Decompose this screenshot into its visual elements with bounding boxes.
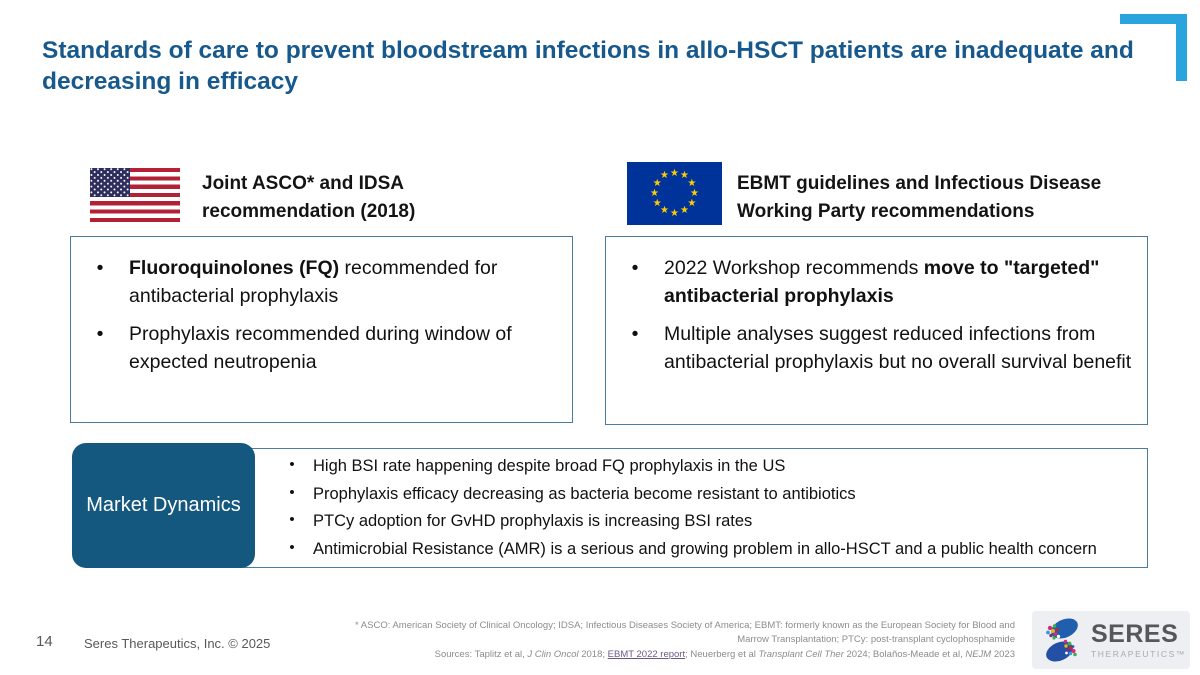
journal-name: J Clin Oncol bbox=[527, 648, 579, 660]
sources-prefix: Sources: Taplitz et al, bbox=[434, 648, 528, 660]
eu-star-icon: ★ bbox=[660, 170, 669, 182]
bullet-item: Multiple analyses suggest reduced infect… bbox=[606, 321, 1137, 376]
footnotes: * ASCO: American Society of Clinical Onc… bbox=[295, 619, 1015, 662]
eu-star-icon: ★ bbox=[680, 170, 689, 182]
sources-text: ; Neuerberg et al bbox=[685, 648, 759, 660]
bullet-text: PTCy adoption for GvHD prophylaxis is in… bbox=[313, 512, 753, 531]
seres-logo: SERES THERAPEUTICS™ bbox=[1032, 611, 1190, 669]
bullet-item: Fluoroquinolones (FQ) recommended for an… bbox=[71, 255, 558, 310]
seres-logo-text: SERES THERAPEUTICS™ bbox=[1091, 619, 1186, 659]
footnote-sources: Sources: Taplitz et al, J Clin Oncol 201… bbox=[295, 648, 1015, 662]
us-recommendation-box: Fluoroquinolones (FQ) recommended for an… bbox=[70, 236, 573, 423]
eu-star-icon: ★ bbox=[670, 207, 679, 219]
eu-flag-icon: ★ ★ ★ ★ ★ ★ ★ ★ ★ ★ ★ ★ bbox=[627, 162, 722, 225]
seres-logo-name: SERES bbox=[1091, 619, 1179, 648]
eu-star-icon: ★ bbox=[690, 187, 699, 199]
bullet-item: Prophylaxis recommended during window of… bbox=[71, 321, 558, 376]
bullet-bold-text: move to "targeted" antibacterial prophyl… bbox=[664, 257, 1100, 307]
ebmt-report-link[interactable]: EBMT 2022 report bbox=[607, 648, 686, 660]
footnote-abbreviations-line2: Marrow Transplantation; PTCy: post-trans… bbox=[737, 634, 1015, 646]
sources-text: 2018; bbox=[578, 648, 608, 660]
corner-accent-horizontal bbox=[1120, 14, 1187, 24]
bullet-text: Multiple analyses suggest reduced infect… bbox=[664, 323, 1132, 374]
eu-recommendation-box: 2022 Workshop recommends move to "target… bbox=[605, 236, 1148, 425]
seres-logo-subtitle: THERAPEUTICS™ bbox=[1091, 648, 1186, 659]
copyright-text: Seres Therapeutics, Inc. © 2025 bbox=[84, 636, 271, 651]
footnote-abbreviations-line1: * ASCO: American Society of Clinical Onc… bbox=[354, 620, 1015, 631]
market-dynamics-label-text: Market Dynamics bbox=[86, 494, 241, 516]
market-dynamics-label: Market Dynamics bbox=[72, 443, 255, 568]
market-dynamics-bullet: Prophylaxis efficacy decreasing as bacte… bbox=[271, 484, 1137, 505]
market-dynamics-box: High BSI rate happening despite broad FQ… bbox=[110, 448, 1148, 568]
bullet-bold-text: Fluoroquinolones (FQ) bbox=[129, 257, 340, 279]
journal-name: NEJM bbox=[965, 648, 992, 660]
bullet-text: recommended for antibacterial prophylaxi… bbox=[129, 257, 498, 307]
market-dynamics-bullet: High BSI rate happening despite broad FQ… bbox=[271, 456, 1137, 477]
sources-text: 2023 bbox=[991, 648, 1015, 660]
market-dynamics-bullet: Antimicrobial Resistance (AMR) is a seri… bbox=[271, 539, 1137, 560]
bullet-item: 2022 Workshop recommends move to "target… bbox=[606, 255, 1137, 310]
eu-column-heading: EBMT guidelines and Infectious Disease W… bbox=[737, 173, 1102, 222]
eu-star-icon: ★ bbox=[687, 197, 697, 209]
bullet-text: Prophylaxis efficacy decreasing as bacte… bbox=[313, 484, 856, 503]
us-column-heading: Joint ASCO* and IDSA recommendation (201… bbox=[202, 173, 416, 222]
eu-star-icon: ★ bbox=[680, 204, 689, 216]
bullet-text: 2022 Workshop recommends bbox=[664, 257, 924, 279]
sources-text: 2024; Bolaños-Meade et al, bbox=[843, 648, 966, 660]
bullet-text: Antimicrobial Resistance (AMR) is a seri… bbox=[313, 539, 1097, 558]
market-dynamics-bullet: PTCy adoption for GvHD prophylaxis is in… bbox=[271, 511, 1137, 532]
eu-star-icon: ★ bbox=[687, 177, 697, 189]
corner-accent-vertical bbox=[1176, 14, 1187, 81]
seres-logo-icon bbox=[1046, 618, 1078, 662]
eu-star-icon: ★ bbox=[652, 177, 662, 189]
eu-star-icon: ★ bbox=[660, 204, 669, 216]
us-flag-icon bbox=[90, 168, 180, 222]
slide-title: Standards of care to prevent bloodstream… bbox=[42, 37, 1134, 95]
us-flag-canton bbox=[90, 168, 130, 197]
journal-name: Transplant Cell Ther bbox=[758, 648, 844, 660]
page-number: 14 bbox=[36, 633, 53, 650]
eu-star-icon: ★ bbox=[670, 167, 679, 179]
eu-star-icon: ★ bbox=[650, 187, 659, 199]
bullet-text: Prophylaxis recommended during window of… bbox=[129, 323, 512, 374]
eu-star-icon: ★ bbox=[652, 197, 662, 209]
bullet-text: High BSI rate happening despite broad FQ… bbox=[313, 457, 786, 476]
